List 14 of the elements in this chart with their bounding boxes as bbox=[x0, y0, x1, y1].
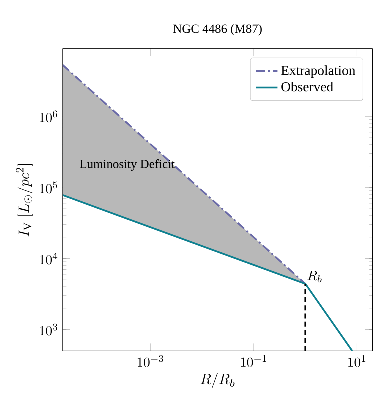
y-tick-label: $10^{5}$ bbox=[40, 182, 58, 194]
chart-title: NGC 4486 (M87) bbox=[174, 24, 262, 36]
annotation: $R_{b}$ bbox=[308, 271, 322, 283]
legend-label: Observed bbox=[282, 82, 334, 92]
legend-label: Extrapolation bbox=[282, 66, 356, 78]
y-tick-label: $10^{4}$ bbox=[40, 252, 58, 265]
y-tick-label: $10^{6}$ bbox=[40, 110, 58, 123]
annotation: Luminosity Deficit bbox=[80, 159, 176, 171]
x-tick-label: $10^{-3}$ bbox=[138, 355, 164, 368]
x-axis-title: $R/R_{b}$ bbox=[201, 373, 235, 388]
x-tick-label: $10^{1}$ bbox=[348, 355, 366, 368]
y-axis-title: $I_{\mathrm{V}}\ [L_{\odot}/pc^{2}]$ bbox=[16, 164, 34, 237]
x-tick-label: $10^{-1}$ bbox=[241, 355, 267, 368]
y-tick-label: $10^{3}$ bbox=[40, 324, 58, 336]
